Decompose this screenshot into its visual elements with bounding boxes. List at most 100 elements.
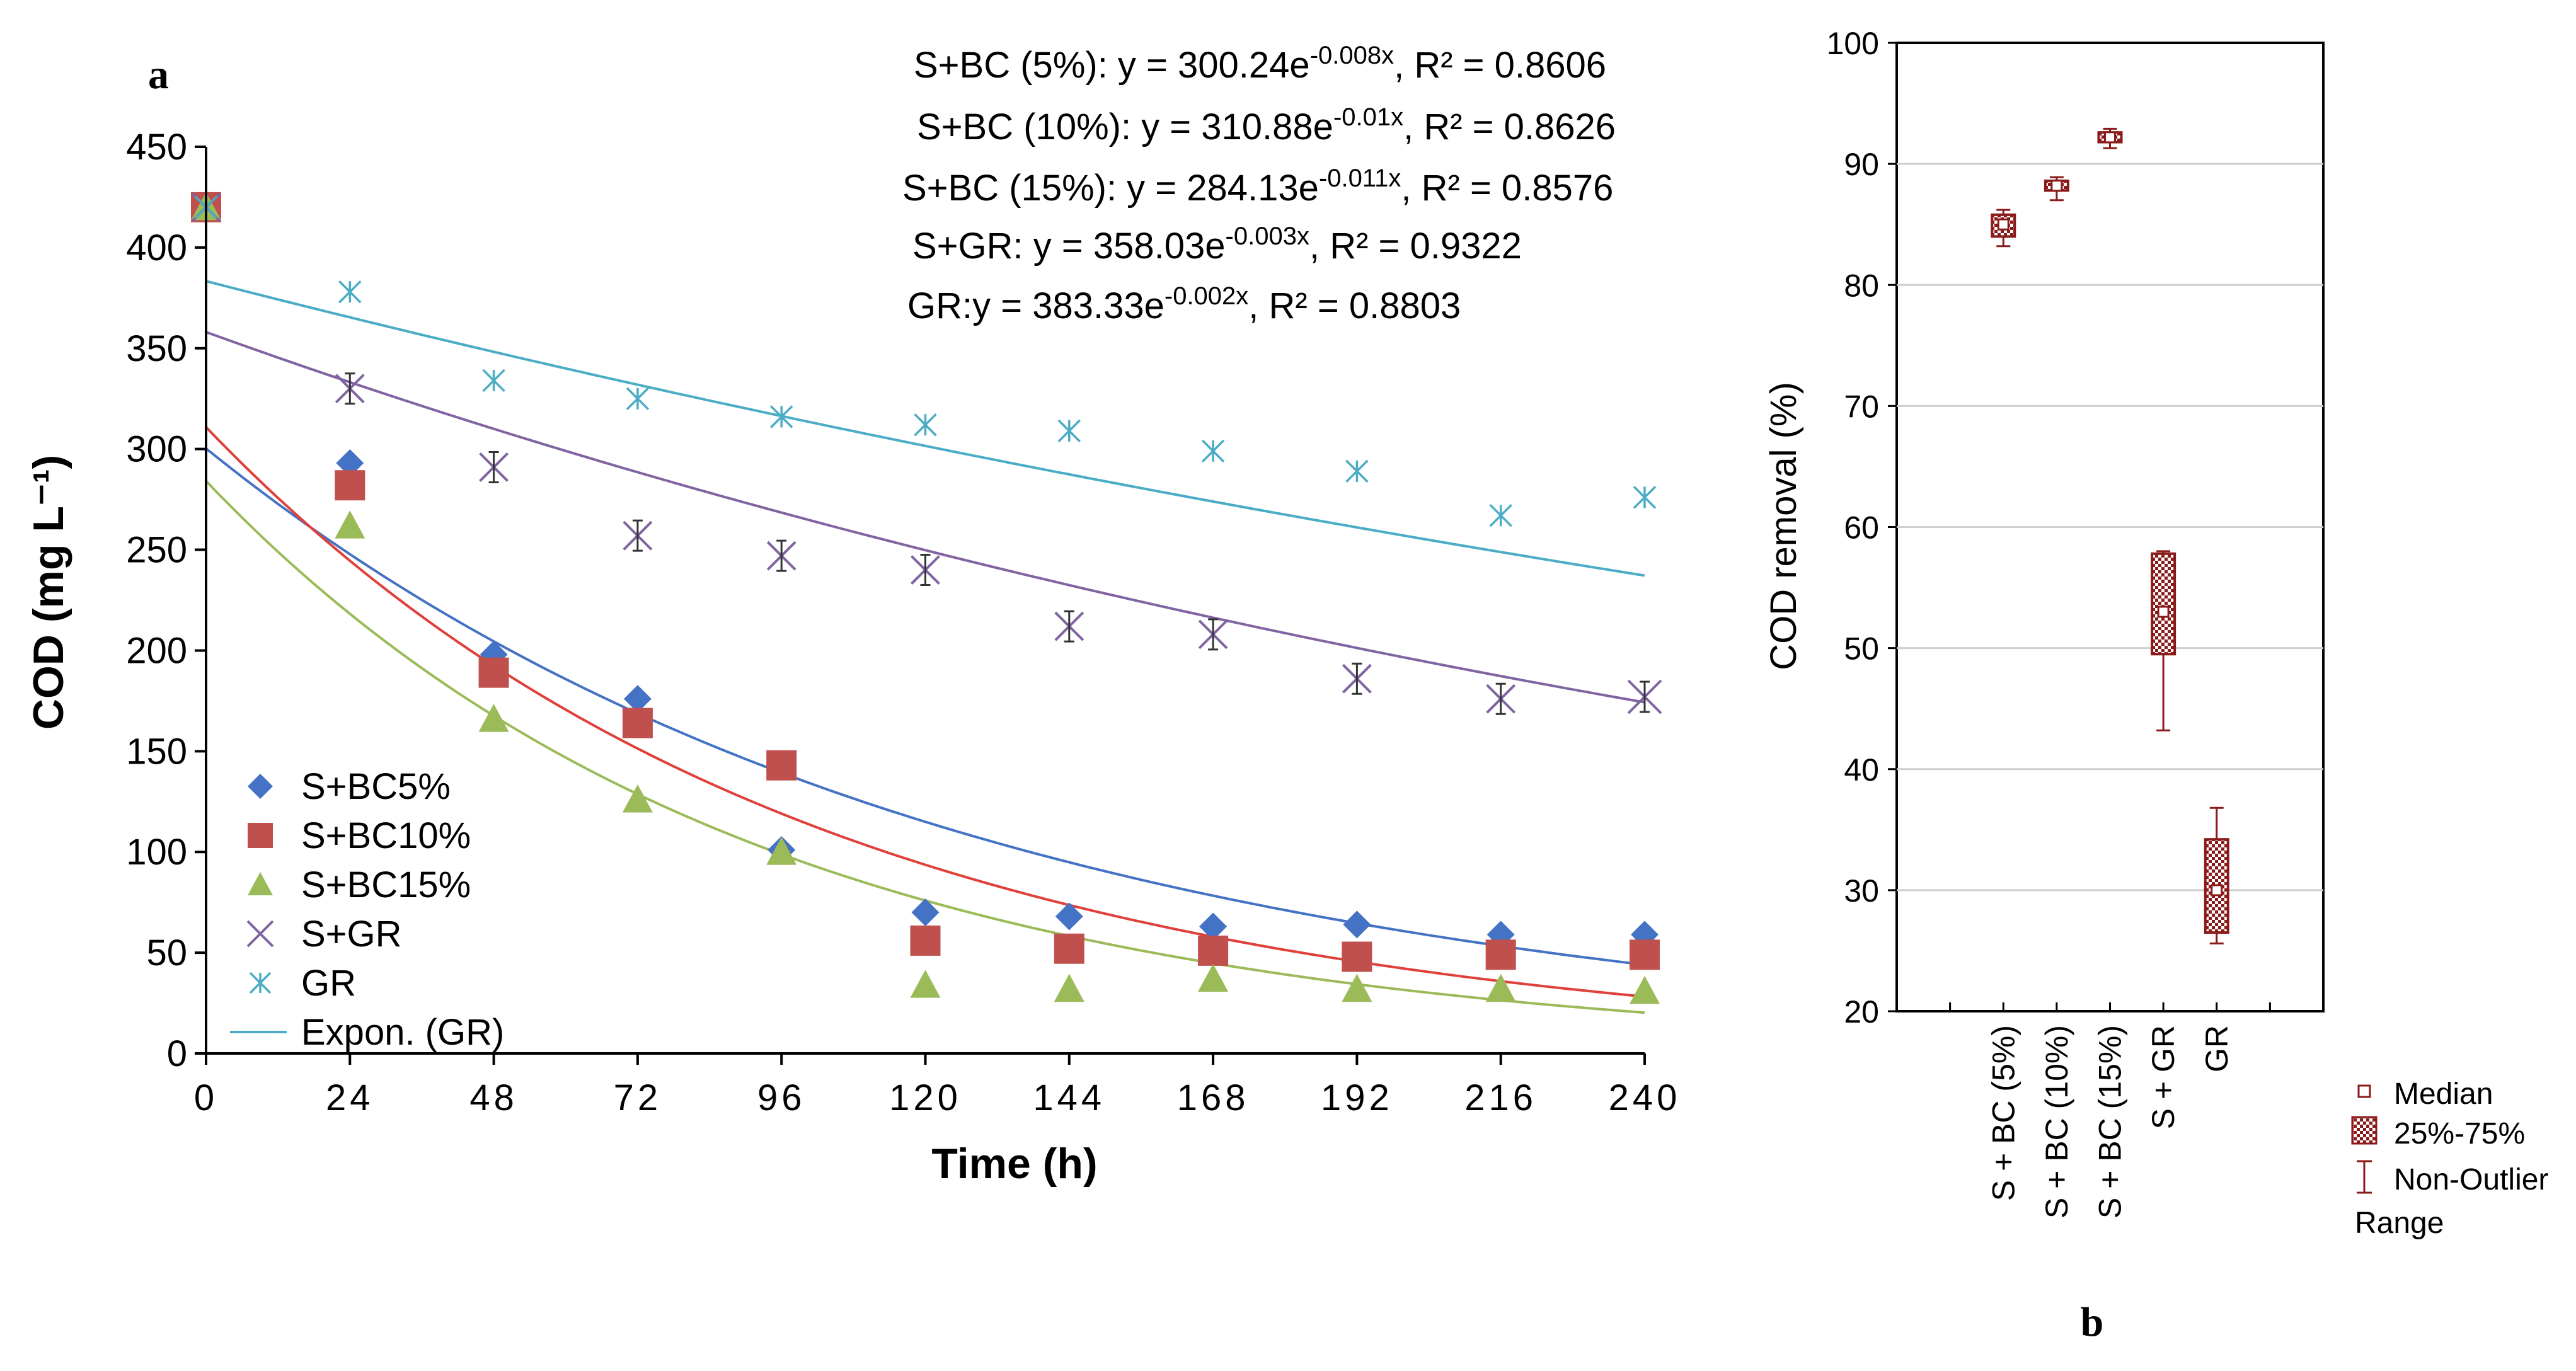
data-point-s-bc15	[1485, 973, 1516, 1002]
chart-b-y-ticks: 20 30 40 50 60 70 80 90 100	[1827, 26, 1897, 1030]
chart-b-boxes	[1991, 127, 2229, 944]
data-point-gr	[769, 405, 793, 428]
data-point-gr	[482, 369, 505, 393]
panel-label-a: a	[148, 52, 169, 98]
fit-equation-lhs: S+BC (10%): y = 310.88e	[917, 106, 1333, 147]
fit-equation: S+BC (10%): y = 310.88e-0.01x, R² = 0.86…	[917, 103, 1616, 147]
data-point-s-bc15	[622, 784, 653, 813]
legend-label: Expon. (GR)	[301, 1012, 504, 1053]
median-s-gr	[2157, 605, 2170, 618]
chart-a-y-ticks: 0 50 100 150 200 250 300 350 400 450	[126, 127, 206, 1074]
x-tick-label: 120	[889, 1077, 962, 1118]
error-bar-s-gr	[488, 450, 499, 483]
median-gr	[2211, 884, 2223, 897]
y-tick-label-b: 20	[1844, 994, 1879, 1030]
legend-swatch-range	[2357, 1160, 2372, 1194]
data-point-s-bc15	[335, 510, 365, 539]
fit-equation-lhs: S+BC (15%): y = 284.13e	[902, 168, 1319, 209]
data-point-s-bc5	[911, 898, 940, 927]
data-point-s-bc5	[623, 685, 652, 713]
x-tick-label: 48	[469, 1077, 518, 1118]
x-tick-label: 216	[1464, 1077, 1537, 1118]
chart-b: 20 30 40 50 60 70 80 90 100 S + BC (5%) S + BC (1…	[1763, 26, 2548, 1345]
legend-label: S+BC15%	[301, 864, 471, 905]
y-axis-label-b: COD removal (%)	[1763, 382, 1804, 670]
legend-label: GR	[301, 963, 356, 1004]
fit-line-s-bc10	[205, 426, 1645, 998]
fit-equation-exponent: -0.011x	[1319, 164, 1401, 192]
x-tick-label: 144	[1033, 1077, 1105, 1118]
data-point-s-bc5	[336, 449, 364, 478]
y-tick-label-b: 100	[1827, 26, 1879, 61]
legend-swatch-s-gr	[246, 920, 274, 948]
legend-swatch-s-bc15	[248, 872, 273, 895]
y-tick-label-b: 70	[1844, 389, 1879, 424]
y-tick-label: 0	[167, 1033, 187, 1074]
legend-label-b: Median	[2394, 1077, 2493, 1111]
chart-b-legend: Median 25%-75% Non-Outlier Range	[2351, 1077, 2548, 1240]
error-bar-s-gr	[1640, 680, 1650, 713]
fit-equation-r2: , R² = 0.8606	[1394, 45, 1606, 86]
legend-label-b: Range	[2355, 1207, 2444, 1240]
data-point-s-bc15	[766, 837, 797, 865]
fit-equation-exponent: -0.002x	[1164, 282, 1248, 310]
data-point-gr	[914, 413, 937, 437]
data-point-gr	[1201, 439, 1225, 463]
legend-swatch-gr	[249, 972, 272, 994]
fit-equation-exponent: -0.01x	[1333, 103, 1403, 131]
y-tick-label-b: 30	[1844, 873, 1879, 909]
data-point-s-bc10	[335, 470, 365, 501]
data-point-s-bc10	[1342, 941, 1372, 972]
legend-swatch-median	[2357, 1084, 2371, 1098]
data-point-s-bc10	[1485, 939, 1516, 970]
y-tick-label: 300	[126, 429, 187, 470]
y-tick-label: 200	[126, 630, 187, 671]
x-tick-label: 168	[1177, 1077, 1250, 1118]
data-point-s-bc15	[1054, 973, 1084, 1002]
data-point-s-bc15	[1198, 963, 1229, 992]
x-tick-label: 192	[1321, 1077, 1393, 1118]
data-point-gr	[1489, 503, 1512, 527]
data-point-s-bc5	[1343, 910, 1371, 939]
box-s-gr	[2151, 552, 2176, 656]
error-bar-s-gr	[345, 372, 355, 405]
error-bar-s-gr	[1208, 618, 1219, 651]
chart-a: a 0 50 100 150 200 250 300 350 400 450 0 24 48 72 96 1…	[25, 42, 1681, 1188]
y-axis-label: COD (mg L⁻¹)	[25, 455, 72, 730]
y-tick-label: 100	[126, 832, 187, 873]
x-tick-label-b: S + BC (5%)	[1986, 1025, 2021, 1201]
fit-equation-r2: , R² = 0.8576	[1401, 168, 1613, 209]
x-tick-label-b: S + GR	[2146, 1025, 2181, 1129]
error-bar-s-gr	[1352, 662, 1362, 695]
fit-equation-lhs: S+GR: y = 358.03e	[912, 226, 1226, 267]
data-point-s-bc15	[1342, 973, 1372, 1002]
fit-equation-r2: , R² = 0.9322	[1309, 226, 1522, 267]
error-bar-s-gr	[920, 554, 931, 587]
y-tick-label-b: 40	[1844, 752, 1879, 788]
data-point-s-bc10	[1054, 933, 1084, 964]
fit-equation-exponent: -0.008x	[1310, 42, 1394, 69]
x-tick-label-b: S + BC (15%)	[2093, 1025, 2128, 1219]
x-axis-label: Time (h)	[931, 1140, 1097, 1188]
data-point-s-bc5	[1199, 912, 1228, 941]
legend-swatch-s-bc10	[248, 823, 273, 848]
data-point-s-bc5	[1055, 902, 1083, 931]
x-tick-label-b: S + BC (10%)	[2039, 1025, 2074, 1219]
x-tick-label: 72	[614, 1077, 662, 1118]
fit-equation-lhs: S+BC (5%): y = 300.24e	[914, 45, 1310, 86]
x-tick-label: 24	[326, 1077, 374, 1118]
x-tick-label: 240	[1609, 1077, 1681, 1118]
y-tick-label: 350	[126, 328, 187, 369]
y-tick-label-b: 80	[1844, 268, 1879, 303]
error-bar-s-gr	[1064, 610, 1074, 643]
fit-equation-exponent: -0.003x	[1226, 222, 1309, 250]
legend-label: S+BC5%	[301, 766, 451, 807]
legend-label: S+GR	[301, 914, 402, 955]
chart-b-gridlines	[1897, 163, 2323, 892]
data-point-s-bc15	[910, 970, 941, 998]
median-s-bc-15	[2104, 131, 2116, 144]
data-point-s-bc10	[478, 657, 509, 688]
fit-equation: S+BC (5%): y = 300.24e-0.008x, R² = 0.86…	[914, 42, 1606, 86]
error-bar-s-gr	[632, 519, 643, 552]
